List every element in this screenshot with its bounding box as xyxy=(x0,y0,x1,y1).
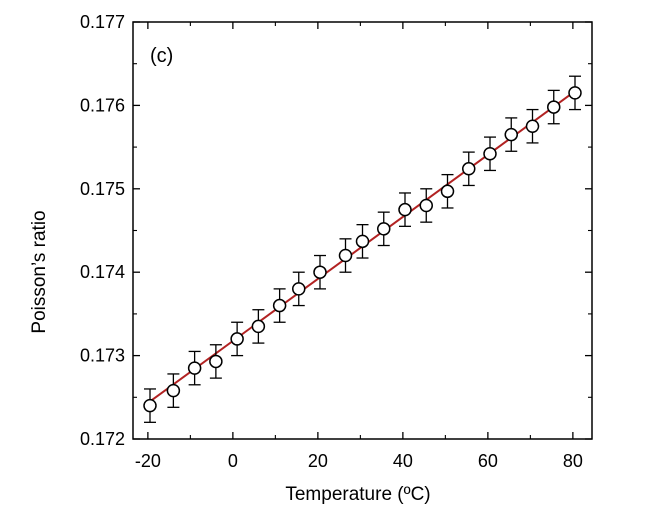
data-marker xyxy=(419,198,433,213)
axes: -20 0 20 40 60 80 0.172 0.173 0.174 0.175 0.176 0.1… xyxy=(80,12,593,471)
data-marker xyxy=(230,332,244,346)
x-tick-label: 20 xyxy=(308,451,328,471)
data-point xyxy=(230,321,244,357)
data-point xyxy=(313,254,327,290)
y-tick-label: 0.176 xyxy=(80,95,125,115)
data-marker xyxy=(355,234,370,249)
y-axis-title: Poisson’s ratio xyxy=(29,210,50,333)
data-point xyxy=(568,75,582,111)
data-point xyxy=(292,271,306,307)
data-marker xyxy=(143,398,157,413)
data-marker xyxy=(504,127,518,142)
x-tick-label: 40 xyxy=(393,451,413,471)
data-point xyxy=(398,192,412,227)
data-point xyxy=(272,288,287,323)
data-point xyxy=(187,350,202,386)
data-point xyxy=(251,309,266,344)
y-tick-label: 0.174 xyxy=(80,262,125,282)
data-marker xyxy=(338,248,353,263)
data-marker xyxy=(313,265,327,279)
panel-label: (c) xyxy=(150,45,173,67)
data-point xyxy=(419,188,433,223)
data-point xyxy=(440,173,455,209)
data-marker xyxy=(209,354,223,369)
data-point xyxy=(209,344,223,379)
data-marker xyxy=(568,86,582,100)
data-marker xyxy=(187,361,202,375)
data-marker xyxy=(483,147,497,161)
data-marker xyxy=(525,119,540,133)
data-point xyxy=(483,136,497,172)
y-tick-label: 0.173 xyxy=(80,346,125,366)
data-marker xyxy=(398,202,412,217)
data-points-layer xyxy=(143,75,582,423)
data-point xyxy=(338,238,353,273)
data-marker xyxy=(292,282,306,296)
data-point xyxy=(504,117,518,152)
x-tick-label: 80 xyxy=(563,451,583,471)
data-point xyxy=(166,373,181,408)
data-point xyxy=(462,151,476,187)
data-marker xyxy=(251,319,266,334)
data-point xyxy=(525,108,540,144)
data-point xyxy=(355,224,370,259)
x-tick-label: 0 xyxy=(228,451,238,471)
data-marker xyxy=(272,298,287,313)
y-tick-label: 0.177 xyxy=(80,12,125,32)
data-marker xyxy=(547,100,561,114)
data-point xyxy=(547,89,561,125)
data-point xyxy=(143,388,157,423)
y-tick-label: 0.172 xyxy=(80,429,125,449)
data-marker xyxy=(462,162,476,176)
y-tick-label: 0.175 xyxy=(80,179,125,199)
x-tick-label: 60 xyxy=(478,451,498,471)
data-point xyxy=(377,211,391,247)
data-marker xyxy=(166,383,181,398)
x-axis-title: Temperature (ºC) xyxy=(285,484,430,505)
x-tick-label: -20 xyxy=(135,451,161,471)
data-marker xyxy=(440,184,455,199)
data-marker xyxy=(377,222,391,236)
